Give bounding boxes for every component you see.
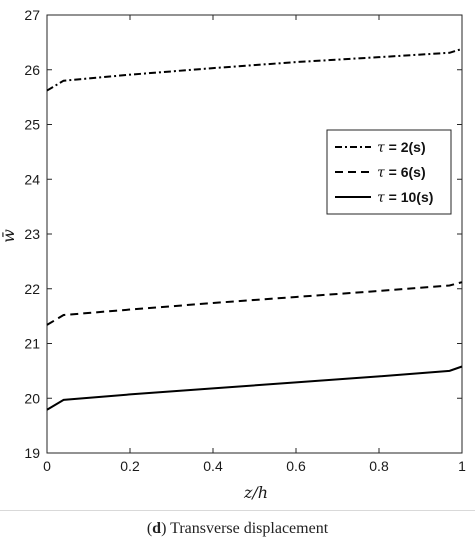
plot-area-border: [46, 14, 463, 454]
legend: τ = 2(s)τ = 6(s)τ = 10(s): [326, 129, 452, 215]
legend-symbol: τ: [377, 140, 385, 156]
figure-caption: (d) Transverse displacement: [146, 520, 329, 537]
y-tick-label: 23: [24, 226, 40, 242]
legend-value: = 6(s): [385, 164, 426, 180]
caption-divider: [0, 510, 475, 511]
x-tick-label: 0.6: [286, 458, 306, 474]
y-axis-label: w̄: [0, 229, 18, 243]
legend-value: = 2(s): [385, 139, 426, 155]
x-tick-label: 0.4: [203, 458, 223, 474]
x-tick-label: 0: [43, 458, 51, 474]
legend-symbol: τ: [377, 165, 385, 181]
x-tick-label: 1: [458, 458, 466, 474]
legend-box: [326, 129, 452, 215]
caption-text: Transverse displacement: [170, 520, 329, 537]
caption-label: d: [152, 520, 162, 537]
plot-frame: [46, 14, 463, 454]
x-tick-label: 0.8: [369, 458, 389, 474]
legend-label: τ = 2(s): [377, 139, 426, 156]
y-axis-ticks: 19 20 21 22 23 24 25 26 27: [24, 7, 462, 461]
series-line-3: [46, 365, 463, 411]
legend-value: = 10(s): [385, 189, 434, 205]
series-line-2: [46, 281, 463, 326]
series-layer: [46, 47, 463, 411]
x-tick-label: 0.2: [120, 458, 140, 474]
y-tick-label: 22: [24, 281, 40, 297]
y-tick-label: 27: [24, 7, 40, 23]
legend-symbol: τ: [377, 190, 385, 206]
y-tick-label: 25: [24, 117, 40, 133]
x-axis-ticks: 0 0.2 0.4 0.6 0.8 1: [43, 15, 466, 474]
y-tick-label: 19: [24, 445, 40, 461]
y-tick-label: 21: [24, 336, 40, 352]
x-axis-label: z/h: [243, 483, 268, 502]
y-tick-label: 26: [24, 62, 40, 78]
y-tick-label: 24: [24, 171, 40, 187]
legend-label: τ = 6(s): [377, 164, 426, 181]
series-line-1: [46, 47, 463, 92]
legend-label: τ = 10(s): [377, 189, 433, 206]
chart: 0 0.2 0.4 0.6 0.8 1 19 20 21 22 23 24 25 26 27 z/h w̄…: [0, 7, 466, 502]
y-tick-label: 20: [24, 390, 40, 406]
